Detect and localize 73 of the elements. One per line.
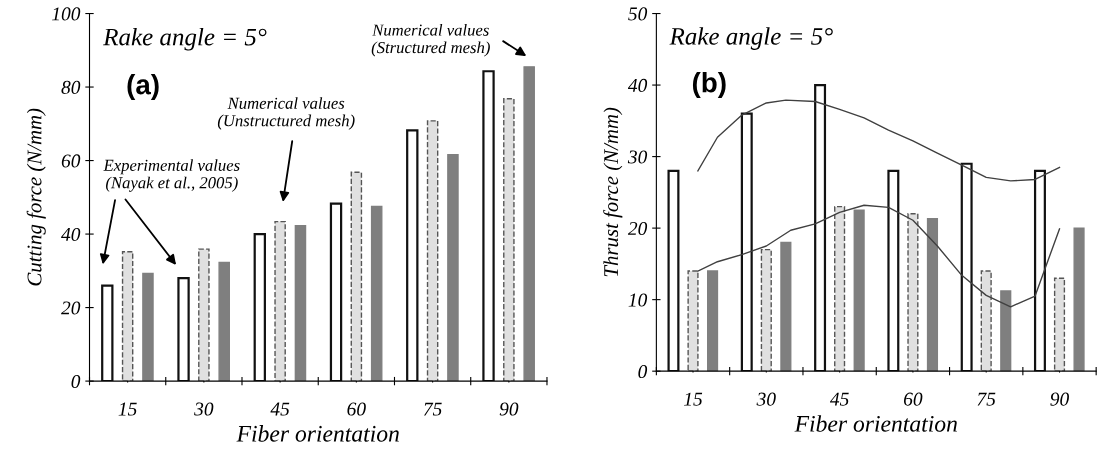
bar [814,83,827,372]
y-tick-label: 50 [628,7,648,21]
bar [1033,169,1046,372]
bar [1073,227,1085,372]
x-tick-label: 75 [977,392,996,406]
line-series [697,204,1061,308]
x-tick-label: 90 [1050,392,1069,406]
bar [926,218,939,372]
x-tick-label: 90 [499,402,519,416]
bar [253,232,266,382]
bar [218,261,230,382]
y-axis-title: Thrust force (N/mm) [603,107,623,277]
x-tick-label: 75 [424,402,442,416]
bar [760,248,772,372]
bar [1000,290,1012,372]
bar [274,220,286,382]
bar [329,202,343,382]
bar [370,205,383,382]
bar [667,169,680,372]
y-tick-label: 30 [627,150,648,164]
bar [198,248,210,382]
bar [907,213,919,372]
bar [887,169,900,372]
annotation: (a) [127,74,159,100]
x-tick-label: 45 [829,392,849,406]
x-axis-title: Fiber orientation [236,425,399,442]
bar [780,241,792,372]
y-tick-label: 10 [628,293,648,307]
bar [482,70,495,382]
y-tick-label: 60 [61,154,81,168]
bar [834,205,846,372]
x-tick-label: 15 [118,402,137,416]
x-tick-label: 15 [683,392,703,406]
bar [1053,277,1066,372]
bar [426,120,439,382]
bar [350,171,363,382]
bar [294,224,307,382]
x-tick-label: 45 [270,402,290,416]
x-tick-label: 60 [347,402,366,416]
bar [853,209,865,372]
x-tick-label: 30 [194,402,214,416]
bar [740,112,753,372]
y-tick-label: 80 [61,80,81,94]
bar [142,272,154,382]
bar [101,284,114,382]
bar [960,162,973,372]
y-tick-label: 0 [71,374,81,389]
y-tick-label: 20 [627,221,648,236]
annotation: Numerical values (Structured mesh) [371,23,490,57]
y-tick-label: 0 [638,364,648,379]
annotation: Rake angle = 5° [669,27,833,50]
bar [406,129,419,382]
annotation: Rake angle = 5° [103,27,267,51]
y-tick-label: 100 [52,7,81,21]
bar [121,251,134,382]
y-tick-label: 40 [627,78,648,92]
y-tick-label: 20 [61,301,81,315]
annotation: Experimental values (Nayak et al., 2005) [103,159,240,192]
line-series [697,99,1061,182]
x-tick-label: 30 [756,392,776,406]
bar [687,270,699,372]
annotation: (b) [692,72,726,99]
x-axis-title: Fiber orientation [794,415,957,432]
y-axis-title: Cutting force (N/mm) [26,108,46,286]
y-tick-label: 40 [61,227,81,242]
bar [503,98,515,382]
bar [177,277,190,382]
annotation: Numerical values (Unstructured mesh) [217,97,355,130]
bar [980,270,992,372]
bar [447,153,459,382]
bar [706,270,719,372]
bar [523,66,535,382]
x-tick-label: 60 [903,392,923,406]
